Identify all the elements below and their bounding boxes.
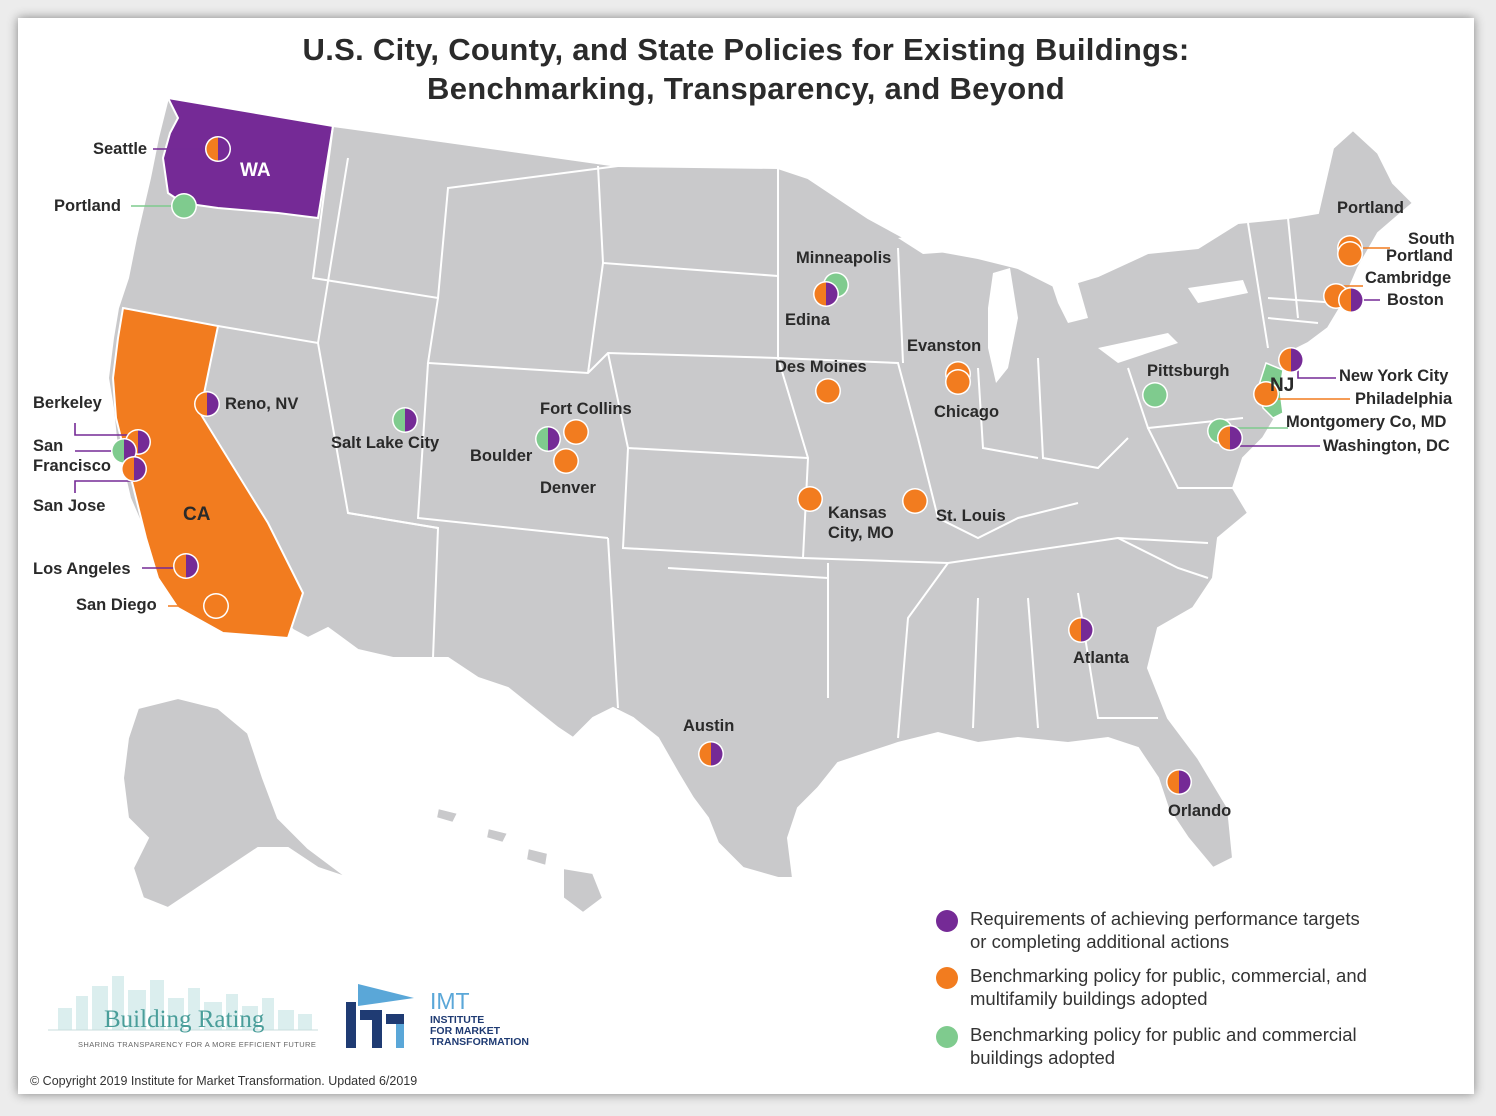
label-portland-me: Portland — [1337, 199, 1404, 217]
marker-south-portland — [1337, 241, 1363, 267]
label-minneapolis: Minneapolis — [796, 249, 892, 267]
label-st-louis: St. Louis — [936, 507, 1006, 525]
marker-philadelphia — [1253, 381, 1279, 407]
label-portland-or: Portland — [54, 197, 121, 215]
marker-denver — [553, 448, 579, 474]
legend-dot-green — [936, 1026, 958, 1048]
label-philadelphia: Philadelphia — [1355, 390, 1453, 408]
state-borders — [217, 125, 1339, 739]
state-label-ca: CA — [183, 504, 211, 525]
legend-purple-line1: Requirements of achieving performance ta… — [970, 908, 1360, 929]
label-denver: Denver — [540, 479, 596, 497]
imt-logo-icon — [346, 984, 414, 1048]
legend-dot-orange — [936, 967, 958, 989]
label-san: San — [33, 437, 64, 455]
state-label-nj: NJ — [1270, 375, 1295, 396]
label-chicago: Chicago — [934, 403, 1000, 421]
marker-chicago — [945, 369, 971, 395]
title-line-2: Benchmarking, Transparency, and Beyond — [427, 71, 1065, 106]
label-francisco: Francisco — [33, 457, 111, 475]
label-evanston: Evanston — [907, 337, 982, 355]
legend-dot-purple — [936, 910, 958, 932]
label-south-portland: Portland — [1386, 247, 1453, 265]
state-ca — [111, 306, 305, 640]
label-san-jose: San Jose — [33, 497, 106, 515]
alaska-land — [121, 696, 349, 910]
great-lakes — [898, 228, 1248, 383]
marker-atlanta — [1068, 617, 1094, 643]
building-rating-tagline: SHARING TRANSPARENCY FOR A MORE EFFICIEN… — [78, 1040, 317, 1049]
marker-salt-lake-city — [392, 407, 418, 433]
us-map — [74, 96, 1415, 915]
leader-san-jose — [74, 480, 134, 493]
imt-logo-subtitle: INSTITUTE FOR MARKET TRANSFORMATION — [430, 1015, 529, 1048]
label-salt-lake-city: Salt Lake City — [331, 434, 440, 452]
marker-san-jose — [121, 456, 147, 482]
marker-san-diego — [203, 593, 229, 619]
imt-logo-text: IMT — [430, 988, 470, 1014]
marker-st-louis — [902, 488, 928, 514]
marker-kansas-city-mo — [797, 486, 823, 512]
marker-reno-nv — [194, 391, 220, 417]
marker-des-moines — [815, 378, 841, 404]
legend-orange-line2: multifamily buildings adopted — [970, 988, 1208, 1009]
label-berkeley: Berkeley — [33, 394, 102, 412]
legend-green-line1: Benchmarking policy for public and comme… — [970, 1024, 1357, 1045]
label-edina: Edina — [785, 311, 830, 329]
imt-line-1: INSTITUTE — [430, 1014, 485, 1026]
marker-seattle — [205, 136, 231, 162]
marker-orlando — [1166, 769, 1192, 795]
state-label-wa: WA — [240, 160, 271, 181]
label-fort-collins: Fort Collins — [540, 400, 632, 418]
city-markers — [111, 136, 1364, 795]
label-washington: Washington, DC — [1323, 437, 1450, 455]
label-montgomery: Montgomery Co, MD — [1286, 413, 1447, 431]
legend-orange-line1: Benchmarking policy for public, commerci… — [970, 965, 1367, 986]
label-south: South — [1408, 230, 1455, 248]
label-seattle: Seattle — [93, 140, 148, 158]
imt-line-2: FOR MARKET — [430, 1025, 500, 1037]
label-los-angeles: Los Angeles — [33, 560, 131, 578]
legend-green-line2: buildings adopted — [970, 1047, 1116, 1068]
marker-pittsburgh — [1142, 382, 1168, 408]
label-kansas: Kansas — [828, 504, 887, 522]
label-nyc: New York City — [1339, 367, 1449, 385]
building-rating-logo-text: Building Rating — [104, 1006, 265, 1033]
marker-boston — [1338, 287, 1364, 313]
label-pittsburgh: Pittsburgh — [1147, 362, 1230, 380]
imt-line-3: TRANSFORMATION — [430, 1036, 529, 1048]
marker-fort-collins — [563, 419, 589, 445]
legend-purple-line2: or completing additional actions — [970, 931, 1230, 952]
marker-portland — [171, 193, 197, 219]
marker-new-york-city — [1278, 347, 1304, 373]
marker-austin — [698, 741, 724, 767]
label-cambridge: Cambridge — [1365, 269, 1452, 287]
label-austin: Austin — [683, 717, 735, 735]
label-san-diego: San Diego — [76, 596, 157, 614]
label-reno: Reno, NV — [225, 395, 299, 413]
label-boston: Boston — [1387, 291, 1444, 309]
building-rating-skyline-icon — [48, 976, 318, 1031]
leader-berkeley — [74, 423, 138, 436]
label-des-moines: Des Moines — [775, 358, 867, 376]
marker-edina — [813, 281, 839, 307]
hawaii-land — [434, 806, 605, 915]
label-city-mo: City, MO — [828, 524, 894, 542]
marker-washington-dc — [1217, 425, 1243, 451]
label-orlando: Orlando — [1168, 802, 1232, 820]
map-card: U.S. City, County, and State Policies fo… — [18, 18, 1474, 1094]
label-boulder: Boulder — [470, 447, 533, 465]
marker-boulder — [535, 426, 561, 452]
label-atlanta: Atlanta — [1073, 649, 1129, 667]
marker-los-angeles — [173, 553, 199, 579]
title-line-1: U.S. City, County, and State Policies fo… — [302, 32, 1190, 67]
copyright-notice: © Copyright 2019 Institute for Market Tr… — [30, 1074, 418, 1088]
